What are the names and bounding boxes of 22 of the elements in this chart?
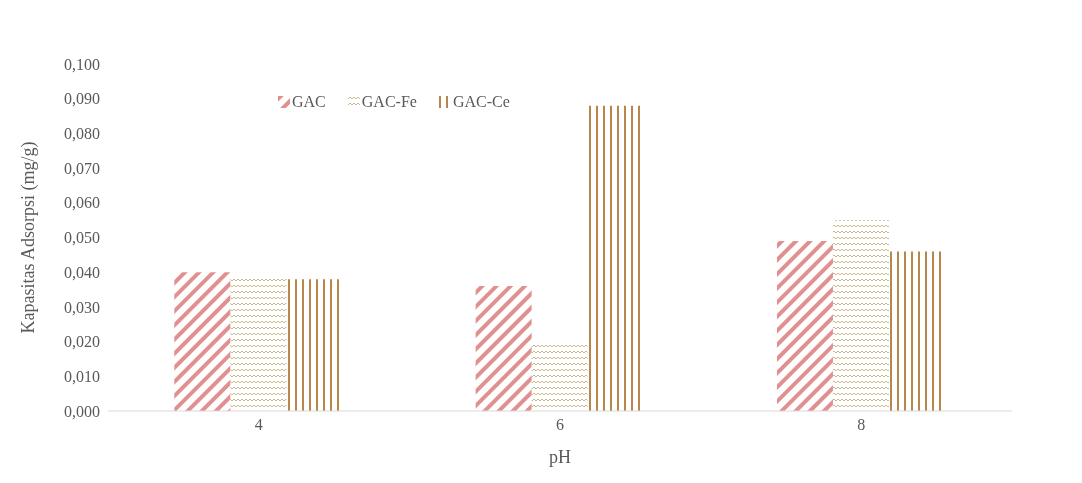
x-tick-label: 6 xyxy=(556,416,564,434)
legend-label: GAC-Fe xyxy=(360,93,417,111)
legend-label: GAC-Ce xyxy=(451,93,510,111)
y-tick-label: 0,000 xyxy=(64,402,100,420)
x-tick-label: 8 xyxy=(857,416,866,434)
legend-label: GAC xyxy=(291,93,326,111)
y-tick-label: 0,060 xyxy=(64,194,100,212)
bar xyxy=(174,272,231,411)
y-tick-label: 0,030 xyxy=(64,298,100,316)
y-tick-label: 0,040 xyxy=(64,263,100,281)
y-tick-label: 0,010 xyxy=(64,367,100,385)
y-tick-label: 0,050 xyxy=(64,229,100,247)
y-tick-label: 0,070 xyxy=(64,159,100,177)
x-tick-label: 4 xyxy=(254,416,263,434)
y-tick-label: 0,090 xyxy=(64,90,100,108)
y-axis-title: Kapasitas Adsorpsi (mg/g) xyxy=(18,141,40,334)
x-axis-title: pH xyxy=(549,447,571,467)
y-tick-label: 0,100 xyxy=(64,55,100,73)
y-tick-label: 0,080 xyxy=(64,125,100,143)
y-tick-label: 0,020 xyxy=(64,333,100,351)
bar xyxy=(475,286,532,411)
bar xyxy=(776,240,833,411)
